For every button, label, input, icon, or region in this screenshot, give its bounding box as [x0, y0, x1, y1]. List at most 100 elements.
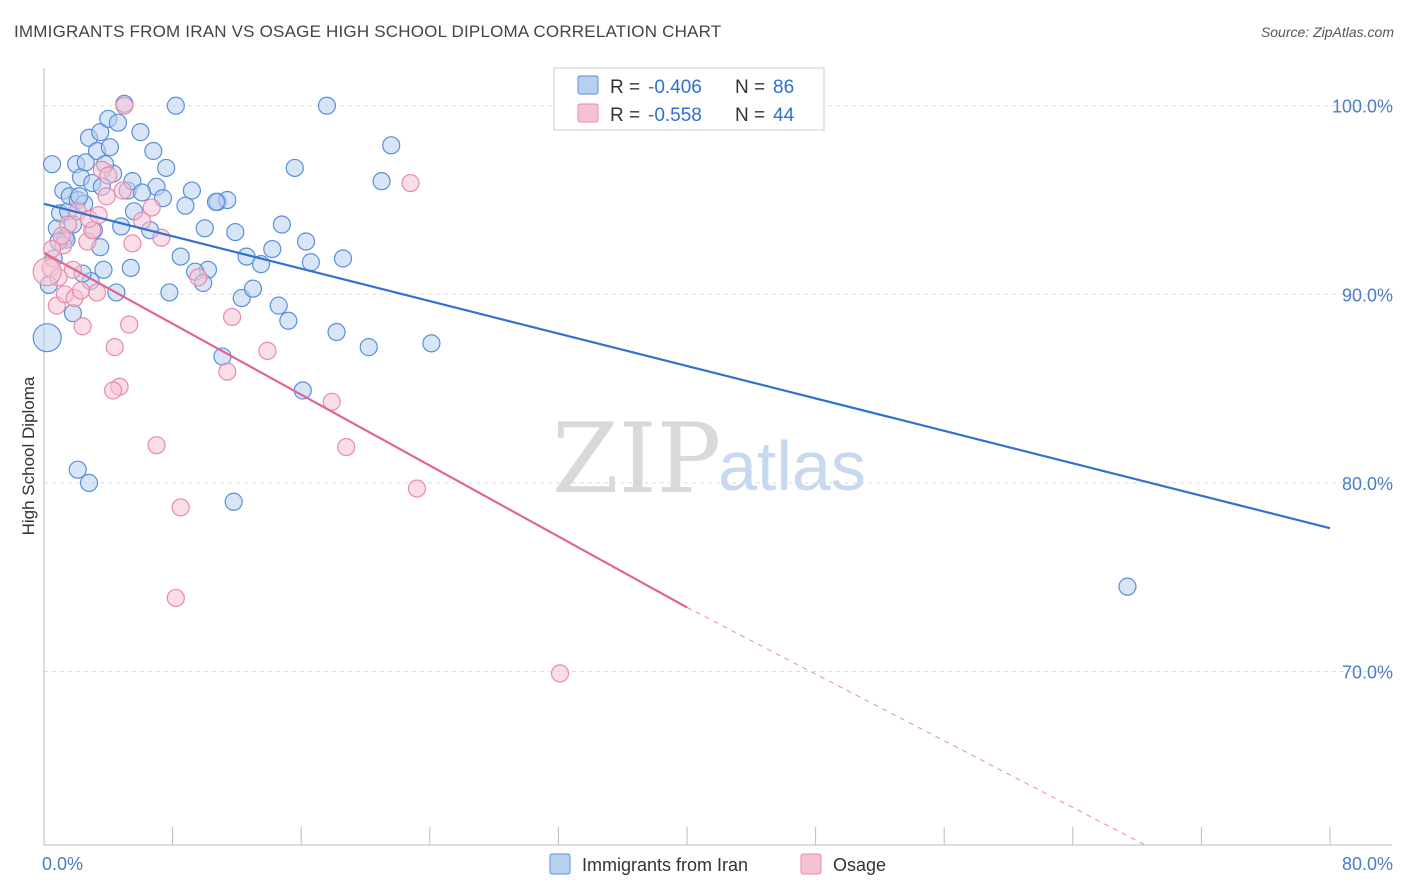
point-iran-47	[317, 96, 337, 115]
point-osage-16	[142, 198, 161, 217]
trend-line-iran	[43, 202, 1331, 530]
point-iran-17	[91, 123, 110, 142]
point-iran-74	[171, 247, 190, 266]
bottom-legend-swatch-pink	[800, 853, 822, 875]
point-osage-14	[120, 315, 139, 334]
bottom-legend-swatch-blue	[549, 853, 571, 875]
legend-r-value-2: -0.558	[648, 105, 702, 126]
y-tick-labels: 100.0% 90.0% 80.0% 70.0%	[1332, 97, 1393, 683]
point-iran-67	[79, 473, 99, 493]
point-osage-27	[401, 173, 420, 193]
chart-title: IMMIGRANTS FROM IRAN VS OSAGE HIGH SCHOO…	[14, 22, 722, 41]
trend-lines	[43, 202, 1331, 846]
point-iran-72	[112, 217, 131, 236]
point-osage-39	[71, 281, 91, 300]
legend-n-value-1: 86	[773, 77, 794, 98]
point-osage-42	[113, 181, 132, 200]
point-iran-52	[382, 136, 401, 155]
point-iran-78	[296, 232, 316, 251]
point-osage-36	[104, 381, 123, 400]
trend-line-osage	[43, 251, 688, 609]
y-tick-label-2: 80.0%	[1342, 474, 1393, 494]
point-osage-11	[99, 166, 118, 185]
point-osage-17	[147, 436, 166, 455]
point-iran-46	[301, 253, 320, 272]
point-iran-76	[243, 279, 263, 298]
bottom-legend: Immigrants from Iran Osage	[549, 853, 886, 875]
watermark: ZIP atlas	[552, 403, 866, 515]
point-iran-33	[182, 181, 201, 200]
trend-line-osage-extension	[686, 606, 1146, 846]
point-iran-27	[144, 141, 163, 161]
point-iran-83	[70, 187, 89, 206]
point-osage-20	[171, 498, 190, 517]
point-iran-79	[206, 192, 226, 212]
point-iran-43	[279, 311, 298, 330]
point-iran-38	[226, 222, 245, 242]
point-osage-26	[337, 437, 356, 457]
watermark-zip: ZIP	[552, 403, 721, 515]
bottom-legend-label-blue: Immigrants from Iran	[582, 855, 748, 875]
legend-r-value-1: -0.406	[648, 77, 702, 98]
legend-swatch-pink	[577, 103, 599, 123]
legend-n-label-1: N =	[735, 77, 765, 98]
point-iran-61	[160, 283, 179, 302]
point-osage-23	[222, 307, 242, 327]
y-axis-title: High School Diploma	[19, 376, 38, 535]
y-tick-label-0: 100.0%	[1332, 97, 1393, 117]
point-osage-21	[189, 268, 208, 287]
point-iran-77	[272, 215, 292, 234]
point-iran-44	[285, 158, 304, 178]
point-iran-53	[422, 334, 441, 353]
point-iran-32	[176, 196, 195, 215]
point-osage-22	[218, 362, 237, 381]
point-osage-12	[105, 338, 124, 357]
point-iran-31	[166, 96, 185, 115]
point-osage-30	[115, 96, 134, 115]
legend-frame	[553, 67, 825, 131]
watermark-atlas: atlas	[718, 427, 866, 505]
point-iran-42	[269, 296, 288, 315]
point-iran-84	[1118, 577, 1137, 596]
point-osage-29	[550, 664, 570, 683]
legend-n-value-2: 44	[773, 105, 795, 126]
legend-r-label-1: R =	[610, 77, 640, 98]
point-osage-43	[32, 257, 62, 287]
bottom-legend-label-pink: Osage	[833, 855, 886, 875]
point-iran-65	[224, 492, 243, 511]
point-osage-41	[52, 226, 71, 245]
point-iran-34	[195, 219, 214, 238]
point-osage-24	[258, 341, 277, 360]
point-iran-22	[108, 113, 128, 132]
legend-r-label-2: R =	[610, 105, 640, 126]
axes	[43, 68, 1392, 846]
point-iran-85	[32, 323, 62, 353]
point-iran-30	[157, 158, 176, 178]
x-tick-label-1: 80.0%	[1342, 854, 1393, 874]
grid-layer	[44, 105, 1392, 672]
y-tick-label-3: 70.0%	[1342, 662, 1393, 682]
point-iran-48	[327, 322, 346, 342]
chart-source: Source: ZipAtlas.com	[1260, 24, 1394, 40]
x-tick-labels: 0.0% 80.0%	[42, 854, 1393, 874]
point-iran-80	[132, 183, 152, 202]
point-iran-0	[42, 155, 62, 174]
point-iran-50	[359, 338, 378, 357]
point-iran-12	[76, 153, 95, 172]
point-osage-33	[97, 187, 116, 206]
point-osage-15	[123, 234, 142, 253]
point-iran-59	[121, 258, 140, 278]
points-layer	[32, 94, 1137, 683]
point-iran-57	[94, 260, 113, 279]
point-iran-41	[263, 239, 282, 259]
y-tick-label-1: 90.0%	[1342, 285, 1393, 305]
point-iran-51	[372, 172, 391, 191]
point-osage-19	[166, 588, 185, 608]
point-iran-49	[333, 249, 353, 268]
point-iran-66	[68, 460, 87, 479]
point-iran-20	[100, 138, 120, 157]
legend-swatch-blue	[577, 75, 599, 95]
x-tick-label-0: 0.0%	[42, 854, 83, 874]
legend-n-label-2: N =	[735, 105, 765, 126]
